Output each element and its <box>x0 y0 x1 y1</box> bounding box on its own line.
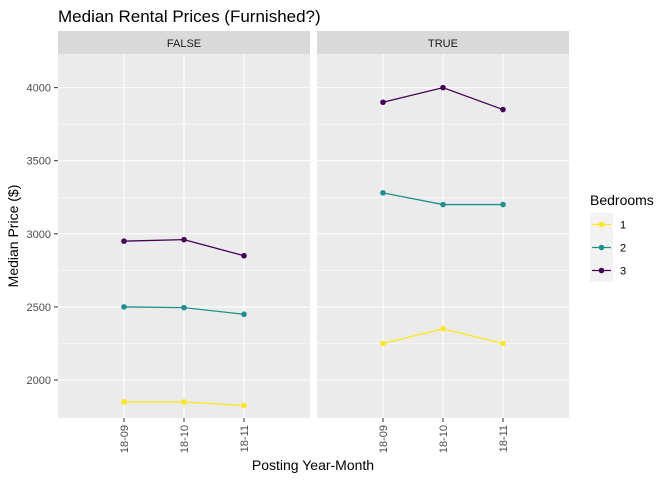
legend-key-point <box>598 267 605 274</box>
legend-key-point <box>598 244 605 251</box>
data-point-2 <box>500 201 506 208</box>
data-point-3 <box>241 252 247 259</box>
y-tick-label: 2500 <box>27 302 51 314</box>
data-point-3 <box>500 106 506 113</box>
legend-label: 2 <box>620 243 626 255</box>
y-tick-label: 4000 <box>27 83 51 95</box>
legend-label: 3 <box>620 266 626 278</box>
data-point-2 <box>440 201 446 208</box>
facet-strip <box>317 31 569 54</box>
facet-strip-label: TRUE <box>428 38 458 50</box>
facet-panel-true: TRUE 18-09 18-10 18-11 <box>317 31 569 453</box>
y-axis: 2000 2500 3000 3500 4000 <box>27 83 58 387</box>
x-tick-label: 18-11 <box>498 425 510 452</box>
legend-entry-3: 3 <box>590 259 626 282</box>
data-point-3 <box>121 238 127 244</box>
facet-strip-label: FALSE <box>167 38 201 50</box>
data-point-3 <box>380 99 386 106</box>
x-tick-label: 18-10 <box>438 425 450 453</box>
data-point-1 <box>241 402 247 409</box>
x-tick-label: 18-10 <box>179 425 191 453</box>
legend-entry-1: 1 <box>590 213 626 236</box>
data-point-1 <box>440 326 446 332</box>
y-tick-label: 3500 <box>27 156 51 168</box>
facet-panels: FALSE 18-09 18-10 18-11 TRUE 18-09 18-10 18-11 <box>58 31 569 453</box>
data-point-1 <box>121 399 127 405</box>
legend-title: Bedrooms <box>590 192 654 208</box>
data-point-2 <box>380 190 386 196</box>
facet-panel-false: FALSE 18-09 18-10 18-11 <box>58 31 310 453</box>
y-axis-title: Median Price ($) <box>5 185 21 288</box>
x-tick-label: 18-09 <box>378 425 390 453</box>
data-point-1 <box>500 340 506 347</box>
y-tick-label: 2000 <box>27 375 51 387</box>
legend-entry-2: 2 <box>590 236 626 259</box>
chart-title: Median Rental Prices (Furnished?) <box>58 7 321 26</box>
data-point-3 <box>440 84 446 91</box>
data-point-1 <box>380 340 386 347</box>
x-tick-label: 18-09 <box>119 425 131 453</box>
legend: Bedrooms 1 2 3 <box>590 192 654 282</box>
data-point-2 <box>121 304 127 310</box>
legend-key-point <box>598 221 605 228</box>
y-tick-label: 3000 <box>27 229 51 241</box>
facet-strip <box>58 31 310 54</box>
legend-label: 1 <box>620 220 626 232</box>
data-point-1 <box>181 399 187 405</box>
data-point-2 <box>181 304 187 311</box>
data-point-2 <box>241 311 247 318</box>
x-tick-label: 18-11 <box>239 425 251 452</box>
x-axis-title: Posting Year-Month <box>252 457 374 473</box>
data-point-3 <box>181 236 187 243</box>
